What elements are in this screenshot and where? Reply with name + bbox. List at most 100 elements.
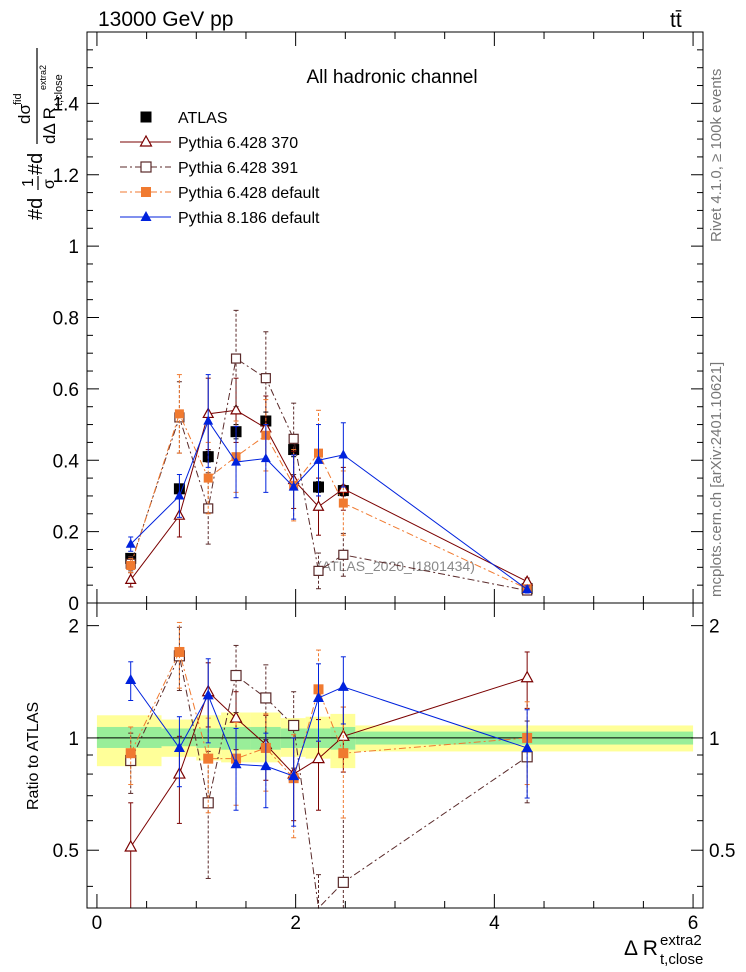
ratio-pythia-8-186-default-point bbox=[312, 691, 324, 702]
main-y-tick-label: 0.2 bbox=[53, 523, 79, 544]
ylabel-frac1-num: 1 bbox=[20, 178, 37, 187]
ratio-pythia-6-428-391-point bbox=[260, 692, 272, 704]
ratio-pythia-6-428-391-point bbox=[337, 876, 349, 888]
ratio-pythia-8-186-default-point bbox=[173, 741, 185, 752]
ratio-pythia-6-428-default-point bbox=[174, 646, 185, 657]
ratio-pythia-8-186-default-point bbox=[337, 680, 349, 691]
legend-marker bbox=[141, 187, 151, 197]
ylabel-frac2-den: dΔ R bbox=[40, 107, 59, 144]
ylabel-frac2-den-sub: t,close bbox=[53, 74, 65, 106]
ratio-pythia-6-428-391-series bbox=[125, 626, 533, 910]
legend-marker bbox=[140, 211, 152, 221]
main-pythia-6-428-370-point bbox=[521, 574, 534, 586]
main-series-layer bbox=[124, 309, 534, 596]
ratio-pythia-6-428-391-line bbox=[130, 654, 528, 910]
ratio-y-tick-label: 1 bbox=[68, 729, 79, 750]
ratio-pythia-6-428-370-point bbox=[311, 751, 326, 764]
main-pythia-6-428-391-point bbox=[313, 565, 324, 576]
xlabel-sub: t,close bbox=[660, 951, 703, 968]
ylabel-mid: #d bbox=[25, 153, 47, 175]
ratio-pythia-6-428-default-point bbox=[338, 748, 349, 759]
main-axis-ticks bbox=[87, 31, 703, 604]
ratio-pythia-8-186-default-point bbox=[230, 758, 242, 769]
legend-item: Pythia 8.186 default bbox=[120, 210, 320, 227]
ratio-series-layer bbox=[124, 621, 534, 910]
main-y-tick-labels: 0 0.2 0.4 0.6 0.8 1 1.2 1.4 bbox=[53, 94, 80, 615]
ratio-pythia-8-186-default-point bbox=[202, 689, 214, 700]
main-pythia-6-428-370-series bbox=[124, 377, 534, 588]
main-y-tick-label: 0 bbox=[68, 594, 79, 615]
ratio-y-tick-label-right: 2 bbox=[709, 617, 720, 638]
ratio-pythia-8-186-default-point bbox=[521, 741, 533, 752]
main-pythia-6-428-370-line bbox=[130, 409, 528, 583]
ylabel-frac2-num-sup: fid bbox=[12, 93, 24, 105]
ratio-pythia-6-428-391-point bbox=[288, 719, 300, 732]
x-axis-label: Δ R t,close extra2 bbox=[624, 932, 703, 968]
ratio-pythia-6-428-391-point bbox=[202, 797, 214, 809]
main-y-tick-label: 0.6 bbox=[53, 380, 79, 401]
main-pythia-8-186-default-point bbox=[260, 453, 271, 463]
rivet-version-text: Rivet 4.1.0, ≥ 100k events bbox=[708, 69, 725, 242]
legend-marker bbox=[140, 161, 152, 173]
main-pythia-8-186-default-point bbox=[203, 415, 214, 425]
main-pythia-8-186-default-point bbox=[288, 481, 299, 491]
main-pythia-8-186-default-point bbox=[338, 449, 349, 459]
ratio-y-tick-label: 0.5 bbox=[53, 841, 79, 862]
analysis-watermark: (ATLAS_2020_I1801434) bbox=[317, 558, 475, 574]
main-pythia-8-186-default-point bbox=[313, 454, 324, 464]
legend: ATLAS Pythia 6.428 370 Pythia 6.428 391 Pyt… bbox=[120, 110, 320, 227]
main-y-tick-label: 0.8 bbox=[53, 309, 79, 330]
x-tick-labels: 0 2 4 6 bbox=[92, 913, 699, 934]
main-pythia-6-428-391-point bbox=[288, 433, 299, 444]
legend-marker bbox=[139, 134, 153, 147]
main-pythia-8-186-default-point bbox=[231, 456, 241, 466]
main-pythia-6-428-default-point bbox=[338, 498, 348, 508]
legend-item: Pythia 6.428 370 bbox=[120, 134, 298, 152]
chart-title: All hadronic channel bbox=[306, 67, 477, 88]
ratio-pythia-6-428-370-line bbox=[130, 677, 528, 848]
ratio-pythia-6-428-391-point bbox=[230, 669, 242, 682]
ratio-pythia-6-428-370-point bbox=[520, 670, 534, 683]
main-pythia-6-428-391-point bbox=[230, 353, 242, 364]
main-pythia-6-428-391-point bbox=[338, 549, 349, 560]
ratio-uncertainty-bands bbox=[96, 712, 694, 769]
main-pythia-8-186-default-series bbox=[125, 374, 533, 594]
process-label: tt̄ bbox=[670, 9, 682, 32]
main-pythia-8-186-default-point bbox=[522, 584, 533, 594]
x-tick-label: 6 bbox=[688, 913, 699, 934]
ratio-pythia-8-186-default-series bbox=[125, 656, 533, 827]
legend-marker bbox=[140, 111, 152, 123]
main-pythia-6-428-default-point bbox=[126, 561, 136, 571]
main-y-axis-label: #d 1 σ #d dσ fid dΔ R t,close extra2 bbox=[12, 48, 65, 220]
legend-item: ATLAS bbox=[140, 110, 228, 127]
xlabel-main: Δ R bbox=[624, 937, 658, 960]
source-reference-text: mcplots.cern.ch [arXiv:2401.10621] bbox=[708, 362, 725, 597]
x-tick-label: 4 bbox=[489, 913, 500, 934]
legend-label: Pythia 8.186 default bbox=[178, 210, 320, 227]
ratio-y-tick-label-right: 0.5 bbox=[709, 841, 735, 862]
ratio-pythia-8-186-default-point bbox=[125, 673, 137, 684]
legend-label: ATLAS bbox=[178, 110, 228, 127]
main-pythia-6-428-default-point bbox=[174, 409, 184, 419]
ylabel-prefix: #d bbox=[25, 198, 47, 220]
legend-label: Pythia 6.428 370 bbox=[178, 135, 298, 152]
main-y-tick-label: 1.4 bbox=[53, 94, 80, 115]
main-pythia-8-186-default-point bbox=[174, 490, 185, 500]
ratio-pythia-6-428-370-point bbox=[124, 839, 138, 852]
x-tick-label: 0 bbox=[92, 913, 103, 934]
ratio-y-tick-label: 2 bbox=[68, 617, 79, 638]
legend-label: Pythia 6.428 391 bbox=[178, 160, 298, 177]
ratio-pythia-8-186-default-point bbox=[260, 760, 272, 771]
main-pythia-6-428-370-point bbox=[230, 403, 242, 415]
ratio-axis-ticks bbox=[87, 603, 703, 908]
ratio-pythia-6-428-default-point bbox=[203, 753, 214, 764]
ratio-panel: 0.5 0.5 1 1 2 2 0 2 4 6 Ratio to ATLAS Δ R t,clo… bbox=[25, 602, 735, 968]
main-pythia-6-428-370-point bbox=[312, 499, 325, 511]
energy-label: 13000 GeV pp bbox=[98, 8, 233, 31]
ylabel-frac2-den-sup: extra2 bbox=[38, 65, 48, 90]
main-y-tick-label: 1.2 bbox=[53, 166, 79, 187]
main-pythia-6-428-391-point bbox=[260, 373, 271, 384]
x-tick-label: 2 bbox=[290, 913, 301, 934]
main-pythia-6-428-391-series bbox=[125, 309, 533, 596]
